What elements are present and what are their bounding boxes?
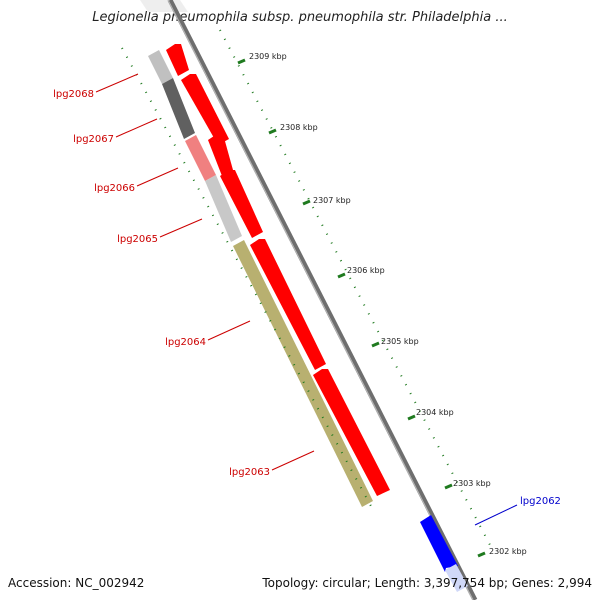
gene-arrow-lpg2065[interactable]: [220, 170, 263, 238]
cog-block: [233, 240, 373, 507]
gene-arrow-lpg2066[interactable]: [208, 134, 233, 176]
strip-fade: [140, 0, 188, 12]
major-tick: [477, 551, 486, 558]
cog-block: [148, 50, 173, 84]
tick-label: 2302 kbp: [489, 547, 527, 556]
gene-arrow-lpg2064[interactable]: [250, 239, 326, 370]
leader-line: [207, 320, 251, 341]
gene-arrow-lpg2068[interactable]: [166, 44, 189, 76]
major-tick: [371, 341, 380, 348]
cog-block: [162, 78, 195, 139]
tick-label: 2309 kbp: [249, 52, 287, 61]
cog-block: [185, 135, 216, 181]
gene-label-lpg2067[interactable]: lpg2067: [73, 134, 114, 145]
major-tick: [237, 58, 246, 65]
tick-label: 2307 kbp: [313, 196, 351, 205]
gene-label-lpg2063[interactable]: lpg2063: [229, 467, 270, 478]
leader-line: [159, 218, 203, 238]
gene-label-lpg2064[interactable]: lpg2064: [165, 337, 206, 348]
outer-dotted-guide: [219, 29, 491, 546]
tick-labels: 2309 kbp 2308 kbp 2307 kbp 2306 kbp 2305…: [249, 52, 527, 556]
genome-backbone: [167, 0, 478, 600]
gene-labels: lpg2068 lpg2067 lpg2066 lpg2065 lpg2064 …: [53, 89, 561, 507]
major-tick: [268, 128, 277, 135]
leader-line: [95, 73, 139, 93]
leader-line: [136, 167, 179, 187]
map-title: Legionella pneumophila subsp. pneumophil…: [92, 10, 508, 25]
genome-backbone-highlight: [167, 0, 474, 600]
tick-guides: [121, 29, 491, 546]
gene-block-light: [445, 564, 468, 592]
leader-line: [271, 450, 315, 471]
major-ticks: [237, 58, 486, 558]
topology-text: Topology: circular; Length: 3,397,754 bp…: [262, 576, 592, 590]
leader-line: [115, 118, 158, 138]
major-tick: [444, 483, 453, 490]
gene-label-lpg2068[interactable]: lpg2068: [53, 89, 94, 100]
gene-arrow-lpg2067[interactable]: [181, 74, 229, 145]
gene-label-lpg2062[interactable]: lpg2062: [520, 496, 561, 507]
leader-line: [474, 504, 518, 526]
label-leaders: [95, 73, 518, 526]
gene-arrow-lpg2062[interactable]: [420, 515, 458, 572]
tick-label: 2305 kbp: [381, 337, 419, 346]
major-tick: [407, 414, 416, 421]
cog-block: [205, 175, 242, 242]
gene-label-lpg2065[interactable]: lpg2065: [117, 234, 158, 245]
major-tick: [302, 199, 311, 206]
tick-label: 2308 kbp: [280, 123, 318, 132]
tick-label: 2303 kbp: [453, 479, 491, 488]
gene-label-lpg2066[interactable]: lpg2066: [94, 183, 135, 194]
gene-arrow-lpg2063[interactable]: [313, 369, 390, 496]
tick-label: 2304 kbp: [416, 408, 454, 417]
tick-label: 2306 kbp: [347, 266, 385, 275]
forward-strand-track: [420, 515, 468, 592]
reverse-strand-track: [166, 44, 390, 496]
major-tick: [337, 272, 346, 279]
accession-text: Accession: NC_002942: [8, 576, 145, 590]
cog-track: [148, 50, 373, 507]
